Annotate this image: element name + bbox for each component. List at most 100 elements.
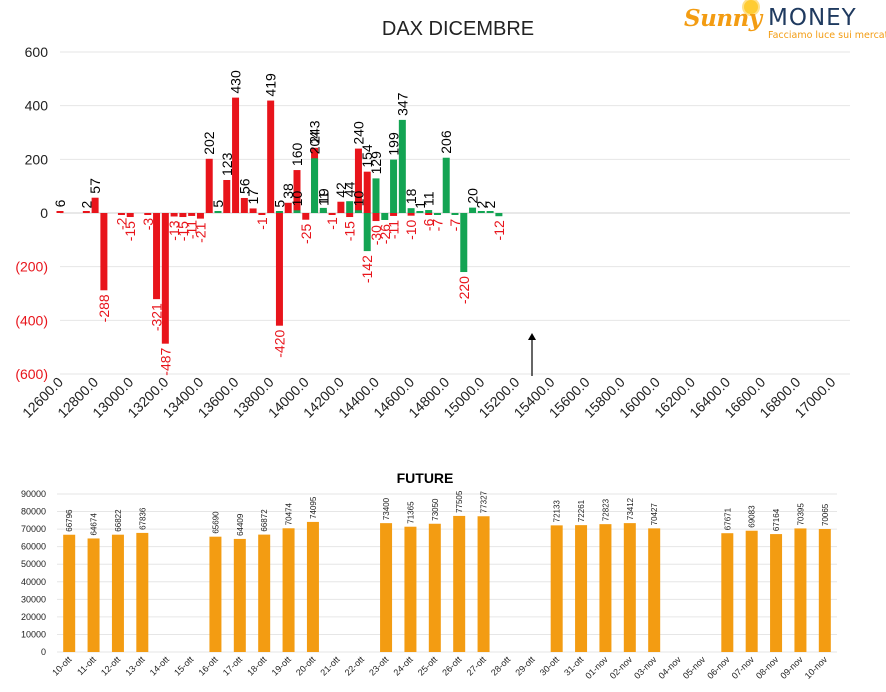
- future-x-tick-label: 22-ott: [343, 654, 367, 678]
- future-data-label: 77327: [480, 490, 489, 513]
- dax-bar: [337, 201, 345, 213]
- future-data-label: 73050: [431, 498, 440, 521]
- dax-data-label: 11: [421, 191, 437, 206]
- dax-bar: [205, 158, 213, 213]
- future-x-tick-label: 24-ott: [392, 654, 416, 678]
- dax-bar: [372, 178, 380, 213]
- dax-x-axis: 12600.012800.013000.013200.013400.013600…: [19, 374, 839, 421]
- future-y-tick-label: 80000: [21, 507, 46, 517]
- future-y-tick-label: 50000: [21, 559, 46, 569]
- dax-data-label: 240: [350, 121, 366, 145]
- dax-data-label: -7: [447, 219, 463, 232]
- dax-data-label: -26: [377, 224, 393, 244]
- arrow-annotation: [528, 333, 536, 376]
- dax-bar: [495, 213, 503, 217]
- sun-icon: [744, 0, 758, 14]
- dax-bar: [425, 213, 433, 215]
- future-data-label: 74095: [309, 496, 318, 519]
- future-bar: [770, 534, 783, 652]
- future-y-tick-label: 20000: [21, 612, 46, 622]
- dax-bar: [363, 171, 371, 213]
- future-x-tick-label: 11-ott: [75, 654, 98, 677]
- future-bar: [818, 528, 831, 652]
- dax-bar: [293, 210, 301, 213]
- dax-bar: [170, 213, 178, 217]
- future-y-tick-label: 10000: [21, 629, 46, 639]
- future-y-axis: 0 10000 20000 30000 40000 50000 60000 70000 8000…: [21, 489, 46, 657]
- future-bar: [648, 528, 661, 652]
- future-bar: [282, 528, 295, 652]
- dax-data-label: 10: [350, 191, 366, 207]
- dax-bar: [442, 157, 450, 213]
- dax-data-label: 10: [289, 191, 305, 207]
- dax-data-label: -288: [96, 294, 112, 322]
- future-y-tick-label: 70000: [21, 524, 46, 534]
- future-x-tick-label: 29-ott: [513, 654, 537, 678]
- dax-bar: [433, 213, 441, 215]
- future-x-tick-label: 07-nov: [730, 654, 757, 681]
- dax-bar: [56, 211, 64, 213]
- future-x-tick-label: 25-ott: [416, 654, 440, 678]
- dax-data-label: -1: [254, 217, 270, 230]
- brand-name-sunny: Sunny: [684, 5, 762, 32]
- dax-data-label: 202: [201, 131, 217, 155]
- future-y-tick-label: 90000: [21, 489, 46, 499]
- future-x-tick-label: 21-ott: [318, 654, 342, 678]
- dax-data-label: 56: [236, 178, 252, 194]
- dax-data-label: -142: [359, 255, 375, 283]
- dax-y-axis: 600 400 200 0 (200) (400) (600): [15, 44, 48, 382]
- future-x-tick-label: 30-ott: [538, 654, 562, 678]
- dax-bar: [214, 211, 222, 213]
- future-bar: [428, 523, 441, 652]
- dax-y-tick-label: (400): [15, 312, 48, 328]
- dax-data-label: 123: [219, 152, 235, 176]
- future-data-label: 72133: [553, 500, 562, 523]
- future-y-tick-label: 60000: [21, 542, 46, 552]
- future-data-label: 66822: [114, 509, 123, 532]
- dax-bar: [354, 210, 362, 213]
- future-bar: [404, 526, 417, 652]
- dax-data-label: -7: [429, 219, 445, 232]
- future-x-tick-label: 20-ott: [294, 654, 318, 678]
- dax-bar: [161, 213, 169, 344]
- dax-data-label: -6: [421, 218, 437, 231]
- dax-data-label: 5: [271, 200, 287, 208]
- dax-bar: [91, 197, 99, 213]
- dax-bar: [477, 211, 485, 213]
- future-data-label: 64409: [236, 513, 245, 536]
- dax-data-label: -15: [342, 221, 358, 241]
- future-bar: [63, 534, 76, 652]
- dax-bar: [275, 211, 283, 213]
- future-data-label: 70427: [650, 503, 659, 526]
- dax-data-label: -321: [149, 303, 165, 331]
- future-x-tick-label: 16-ott: [197, 654, 221, 678]
- dax-bar: [346, 201, 354, 213]
- dax-data-label: -11: [386, 220, 402, 239]
- dax-bar: [179, 213, 187, 218]
- dax-data-label: 206: [438, 130, 454, 154]
- future-data-label: 66796: [65, 509, 74, 532]
- future-data-label: 67836: [138, 507, 147, 530]
- dax-data-label: 18: [403, 188, 419, 204]
- dax-bar: [398, 119, 406, 213]
- future-x-tick-label: 17-ott: [221, 654, 245, 678]
- dax-data-label: 42: [333, 182, 349, 198]
- future-x-tick-label: 12-ott: [99, 654, 123, 678]
- dax-y-tick-label: 600: [25, 44, 49, 60]
- future-bar: [599, 524, 612, 652]
- dax-bar: [258, 213, 266, 215]
- future-x-tick-label: 02-nov: [608, 654, 635, 681]
- dax-bar: [486, 211, 494, 213]
- dax-data-label: 2: [78, 200, 94, 208]
- future-x-tick-label: 01-nov: [583, 654, 610, 681]
- future-x-tick-label: 03-nov: [632, 654, 659, 681]
- dax-bar: [240, 197, 248, 213]
- future-x-tick-label: 15-ott: [172, 654, 196, 678]
- future-data-label: 67164: [772, 508, 781, 531]
- dax-data-label: -11: [184, 220, 200, 239]
- dax-data-label: 17: [245, 189, 261, 205]
- future-y-tick-label: 40000: [21, 577, 46, 587]
- dax-data-label: -12: [491, 220, 507, 240]
- future-x-tick-label: 08-nov: [754, 654, 781, 681]
